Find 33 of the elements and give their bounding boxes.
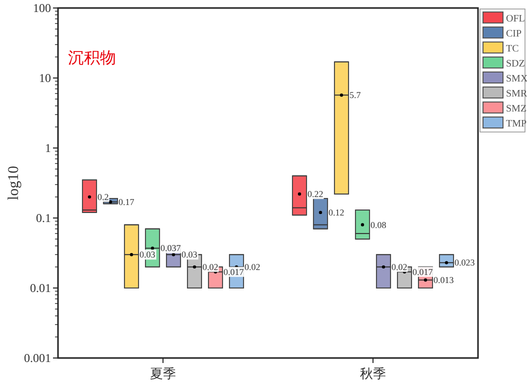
y-tick-label: 0.001 xyxy=(24,351,51,365)
legend-label: TMP xyxy=(506,118,527,130)
y-tick-label: 0.1 xyxy=(36,211,51,225)
text: 0.08 xyxy=(370,220,386,230)
legend-label: SMZ xyxy=(506,104,527,114)
x-tick-label: 夏季 xyxy=(150,366,176,381)
text: 0.02 xyxy=(392,262,408,272)
text: 0.17 xyxy=(118,196,134,207)
text: 0.02 xyxy=(202,262,218,272)
legend-label: SMR xyxy=(506,88,527,100)
text: 0.03 xyxy=(140,250,156,260)
x-tick-label: 秋季 xyxy=(360,366,386,381)
text: 0.017 xyxy=(412,266,433,277)
y-tick-label: 1 xyxy=(45,141,51,155)
y-tick-label: 10 xyxy=(39,71,51,85)
text: 0.037 xyxy=(160,243,181,254)
text: 5.7 xyxy=(350,90,361,100)
legend-label: OFL xyxy=(506,14,525,24)
legend-label: TC xyxy=(506,44,520,54)
text: 0.013 xyxy=(434,275,454,286)
legend-label: CIP xyxy=(506,28,522,40)
y-tick-label: 0.01 xyxy=(30,281,51,295)
legend-label: SDZ xyxy=(506,58,525,70)
text: 0.2 xyxy=(98,192,109,202)
annotation: 沉积物 xyxy=(68,50,116,67)
y-tick-label: 100 xyxy=(33,1,51,15)
text: 0.03 xyxy=(182,250,198,260)
text: 0.02 xyxy=(244,262,260,272)
text: 0.22 xyxy=(308,189,324,200)
y-axis-title: log10 xyxy=(6,166,22,200)
text: 0.017 xyxy=(224,266,244,277)
text: 0.12 xyxy=(328,207,344,218)
text: 0.023 xyxy=(454,258,475,268)
